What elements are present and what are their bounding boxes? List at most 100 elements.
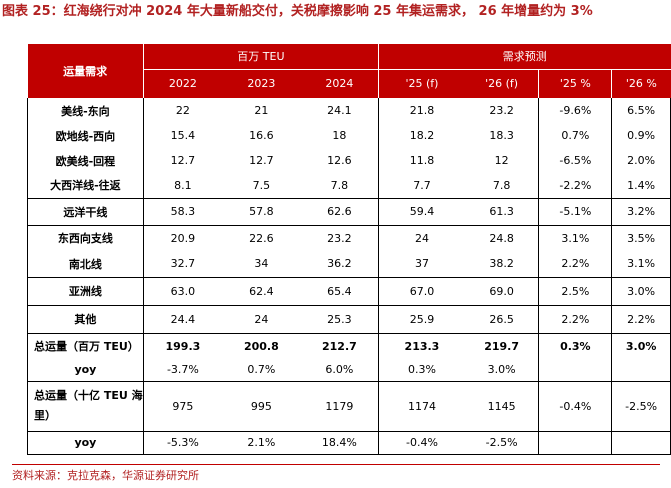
cell: 1174 — [378, 381, 465, 431]
cell: 3.1% — [538, 225, 612, 251]
cell: 1145 — [487, 399, 516, 413]
cell: 24.8 — [489, 231, 514, 245]
cell: 34 — [222, 251, 301, 278]
cell — [611, 359, 671, 382]
cell: 995 — [250, 399, 272, 413]
figure-title: 图表 25：红海绕行对冲 2024 年大量新船交付，关税摩擦影响 25 年集运需… — [2, 4, 593, 19]
cell: 32.7 — [142, 251, 223, 278]
row-label: 欧地线-西向 — [27, 123, 144, 148]
cell: 6.0% — [300, 359, 379, 382]
cell: -5.3% — [142, 430, 223, 455]
cell: 0.9% — [611, 123, 671, 148]
footer-divider — [12, 464, 660, 465]
header-group-forecast: 需求预测 — [378, 44, 671, 70]
cell: 3.1% — [611, 251, 671, 278]
table-row: 其他 24.4 24 25.3 25.9 26.5 2.2% 2.2% — [27, 305, 671, 334]
cell: 24.4 — [142, 305, 223, 334]
cell: -9.6% — [538, 98, 612, 123]
cell: 37 — [378, 251, 465, 278]
cell: -0.4% — [378, 430, 465, 455]
demand-table: 运量需求 百万 TEU 需求预测 2022 2023 2024 '25 (f) … — [27, 44, 671, 455]
table-row: 东西向支线 20.9 22.6 23.2 24 24.8 3.1% 3.5% — [27, 225, 671, 251]
row-label: 美线-东向 — [27, 98, 144, 123]
cell — [538, 430, 612, 455]
header-group-million-teu: 百万 TEU — [142, 44, 379, 70]
table-row: 总运量（十亿 TEU 海里） 975 995 1179 1174 1145 -0… — [27, 381, 671, 431]
table-row: 亚洲线 63.0 62.4 65.4 67.0 69.0 2.5% 3.0% — [27, 277, 671, 306]
cell: 0.3% — [378, 359, 465, 382]
cell: 36.2 — [300, 251, 379, 278]
cell: 11.8 — [378, 148, 465, 173]
cell: 2.1% — [222, 430, 301, 455]
cell: 20.9 — [142, 225, 223, 251]
cell: 6.5% — [611, 98, 671, 123]
cell — [611, 430, 671, 455]
cell: 15.4 — [142, 123, 223, 148]
cell: -5.1% — [538, 197, 612, 226]
row-label: 亚洲线 — [27, 277, 144, 306]
cell: 65.4 — [300, 277, 379, 306]
row-label: 总运量（百万 TEU） — [27, 333, 144, 359]
cell: -2.5% — [464, 430, 539, 455]
cell: 0.7% — [538, 123, 612, 148]
row-label: yoy — [27, 359, 144, 382]
cell: 199.3 — [142, 333, 223, 359]
header-col-2023: 2023 — [222, 69, 301, 98]
cell: 12.7 — [249, 154, 274, 167]
cell: 24 — [378, 225, 465, 251]
source-note: 资料来源：克拉克森，华源证券研究所 — [12, 469, 199, 482]
cell: -2.5% — [611, 381, 671, 431]
header-col-2024: 2024 — [300, 69, 379, 98]
cell: 3.0% — [611, 333, 671, 359]
cell: 2.0% — [611, 148, 671, 173]
cell: 58.3 — [142, 197, 223, 226]
cell: 200.8 — [243, 339, 279, 353]
cell: 3.2% — [611, 197, 671, 226]
cell: 3.5% — [611, 225, 671, 251]
header-col-2022: 2022 — [142, 69, 223, 98]
header-col-26pct: '26 % — [611, 69, 671, 98]
cell: 61.3 — [464, 197, 539, 226]
cell: 21.8 — [378, 98, 465, 123]
cell: 0.3% — [538, 333, 612, 359]
cell: 212.7 — [321, 339, 357, 353]
cell: 18.3 — [489, 129, 514, 142]
cell: 23.2 — [489, 104, 514, 117]
row-label: 总运量（十亿 TEU 海里） — [27, 381, 144, 431]
row-label: yoy — [27, 430, 144, 455]
cell: 2.5% — [538, 277, 612, 306]
cell: 62.4 — [222, 277, 301, 306]
cell: 22 — [142, 98, 223, 123]
cell: 12.7 — [142, 148, 223, 173]
table-row: yoy -5.3% 2.1% 18.4% -0.4% -2.5% — [27, 430, 671, 455]
cell: 22.6 — [249, 231, 274, 245]
cell: 26.5 — [464, 305, 539, 334]
cell: 59.4 — [378, 197, 465, 226]
row-label: 远洋干线 — [27, 197, 144, 226]
cell: 16.6 — [249, 129, 274, 142]
cell: 12.6 — [327, 154, 352, 167]
cell: 67.0 — [378, 277, 465, 306]
row-label: 南北线 — [27, 251, 144, 278]
cell: 25.9 — [378, 305, 465, 334]
cell: 7.8 — [330, 178, 349, 192]
cell: 2.2% — [611, 305, 671, 334]
row-label: 欧美线-回程 — [27, 148, 144, 173]
cell: 18 — [332, 129, 347, 142]
cell: 2.2% — [538, 251, 612, 278]
cell: 2.2% — [538, 305, 612, 334]
cell: -3.7% — [142, 359, 223, 382]
cell: 24.1 — [327, 104, 352, 117]
cell: 219.7 — [484, 339, 520, 353]
cell: 18.2 — [378, 123, 465, 148]
cell: 3.0% — [611, 277, 671, 306]
cell: 23.2 — [327, 231, 352, 245]
row-label: 大西洋线-往返 — [27, 173, 144, 198]
cell: 8.1 — [142, 173, 223, 198]
table-row: 总运量（百万 TEU） 199.3 200.8 212.7 213.3 219.… — [27, 333, 671, 359]
cell: 1179 — [325, 399, 354, 413]
cell: 213.3 — [378, 333, 465, 359]
table-row: 欧美线-回程 12.7 12.7 12.6 11.8 12 -6.5% 2.0% — [27, 148, 671, 173]
cell: 69.0 — [464, 277, 539, 306]
header-row-label: 运量需求 — [27, 44, 144, 98]
